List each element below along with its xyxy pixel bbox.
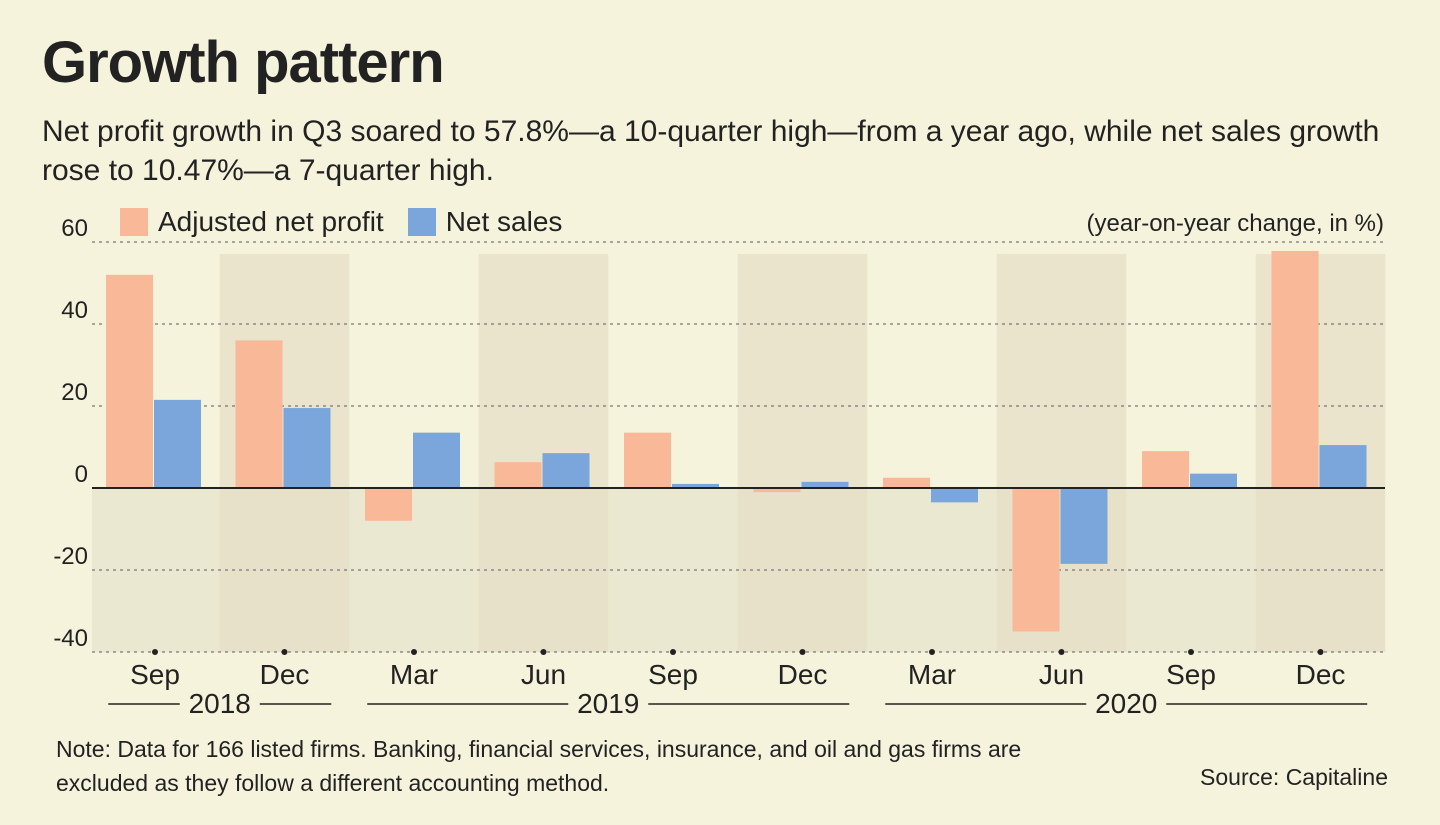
sales-bar-2 [413, 432, 460, 488]
profit-bar-8 [1142, 451, 1189, 488]
sales-bar-9 [1319, 445, 1367, 488]
x-tick-label: Sep [648, 659, 698, 690]
x-tick-label: Sep [130, 659, 180, 690]
y-tick-label: 60 [61, 215, 88, 242]
y-tick-label: 0 [75, 461, 88, 488]
profit-bar-7 [1012, 488, 1060, 632]
x-tick-dot [670, 649, 676, 655]
legend-swatch-profit [120, 208, 148, 236]
legend-item-sales: Net sales [407, 206, 563, 238]
profit-bar-6 [883, 477, 930, 488]
y-tick-label: -20 [53, 543, 88, 570]
profit-bar-4 [624, 432, 671, 488]
x-tick-label: Dec [1296, 659, 1346, 690]
profit-bar-2 [365, 488, 412, 521]
chart-title: Growth pattern [42, 30, 445, 95]
x-tick-dot [799, 649, 806, 655]
year-label: 2019 [577, 688, 639, 719]
x-tick-dot [281, 649, 288, 655]
x-tick-dot [1058, 649, 1065, 655]
legend-label-sales: Net sales [445, 206, 563, 237]
sales-bar-0 [154, 399, 201, 488]
profit-bar-9 [1271, 251, 1319, 488]
sales-bar-1 [283, 408, 331, 488]
units-label: (year-on-year change, in %) [1086, 210, 1384, 237]
x-tick-dot [152, 649, 158, 655]
y-tick-label: 20 [61, 379, 88, 406]
x-tick-dot [411, 649, 417, 655]
sales-bar-8 [1190, 473, 1237, 488]
x-tick-label: Jun [521, 659, 566, 690]
footnote: Note: Data for 166 listed firms. Banking… [56, 736, 1022, 796]
profit-bar-0 [106, 274, 153, 488]
x-tick-dot [929, 649, 935, 655]
x-tick-label: Jun [1039, 659, 1084, 690]
x-tick-label: Mar [908, 659, 956, 690]
legend: Adjusted net profit Net sales [120, 206, 586, 238]
x-tick-dot [1188, 649, 1194, 655]
column-band-3 [478, 254, 609, 652]
x-tick-dot [1317, 649, 1324, 655]
sales-bar-3 [542, 453, 590, 488]
x-tick-label: Mar [390, 659, 438, 690]
x-tick-label: Dec [260, 659, 310, 690]
legend-item-profit: Adjusted net profit [120, 206, 384, 238]
sales-bar-4 [672, 483, 719, 488]
sales-bar-5 [801, 481, 849, 488]
y-tick-label: 40 [61, 297, 88, 324]
profit-bar-3 [494, 462, 542, 488]
x-tick-label: Dec [778, 659, 828, 690]
legend-label-profit: Adjusted net profit [158, 206, 384, 237]
source-credit: Source: Capitaline [1200, 764, 1388, 790]
profit-bar-5 [753, 488, 801, 493]
year-label: 2018 [189, 688, 251, 719]
x-tick-label: Sep [1166, 659, 1216, 690]
chart-subtitle: Net profit growth in Q3 soared to 57.8%—… [42, 115, 1380, 187]
y-tick-label: -40 [53, 625, 88, 652]
column-band-5 [737, 254, 868, 652]
legend-swatch-sales [407, 208, 436, 236]
sales-bar-6 [931, 488, 978, 503]
sales-bar-7 [1060, 488, 1108, 564]
year-label: 2020 [1095, 688, 1157, 719]
x-tick-dot [540, 649, 547, 655]
profit-bar-1 [235, 340, 283, 488]
